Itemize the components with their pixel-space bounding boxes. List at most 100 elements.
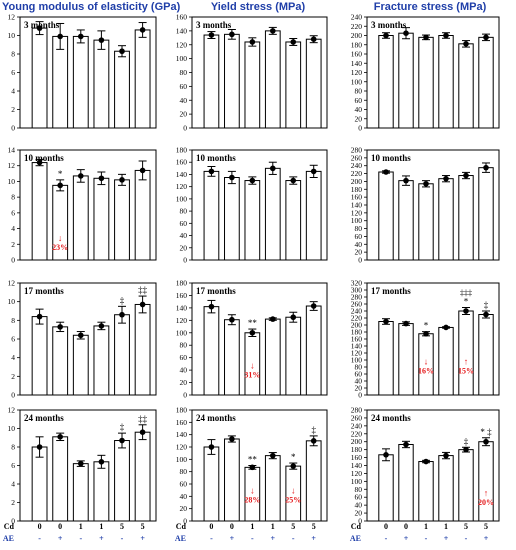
y-tick-label-r1c2: 20 (355, 248, 363, 257)
y-tick-label-r3c2: 160 (351, 453, 363, 462)
mean-point-r3c2-3 (443, 452, 449, 459)
bar-r1c1-1 (224, 177, 240, 261)
bar-r1c2-3 (438, 178, 454, 261)
bar-r3c1-0 (203, 446, 220, 522)
y-tick-label-r1c2: 280 (351, 146, 363, 155)
bar-r0c0-0 (31, 27, 48, 129)
significance-marker-r3c2-5: * ‡ (480, 427, 492, 437)
y-tick-label-r3c0: 2 (11, 498, 15, 507)
y-tick-label-r0c2: 100 (351, 77, 363, 86)
y-tick-label-r1c2: 120 (351, 208, 363, 217)
y-tick-label-r3c2: 260 (351, 413, 363, 422)
significance-marker-r2c2-5: ‡ (484, 300, 489, 310)
y-tick-label-r2c1: 60 (180, 353, 188, 362)
bar-r3c2-3 (438, 455, 454, 522)
bar-r2c0-4 (114, 314, 130, 396)
y-tick-label-r0c2: 80 (355, 87, 363, 96)
y-tick-label-r2c2: 300 (351, 286, 363, 295)
y-tick-label-r1c1: 180 (176, 146, 188, 155)
cd-tick-label-1-4: 5 (291, 522, 295, 531)
bar-r3c2-4 (458, 449, 474, 522)
mean-point-r0c0-1 (57, 33, 63, 40)
mean-point-r2c0-2 (77, 332, 84, 339)
y-tick-label-r3c2: 0 (358, 517, 362, 526)
mean-point-r2c0-0 (36, 313, 43, 320)
y-tick-label-r2c2: 280 (351, 293, 363, 302)
cd-tick-label-1-5: 5 (312, 522, 316, 531)
cd-axis-label-0: Cd (4, 522, 15, 531)
bar-r3c0-0 (31, 446, 48, 522)
change-arrow-r2c1-2: ↓ (250, 361, 255, 371)
ae-tick-label-1-0: - (210, 534, 213, 543)
mean-point-r1c2-2 (423, 180, 429, 187)
cd-tick-label-0-4: 5 (120, 522, 124, 531)
bar-r0c2-2 (418, 36, 434, 129)
bar-r0c0-1 (52, 35, 69, 129)
cd-tick-label-2-2: 1 (424, 522, 428, 531)
y-tick-label-r2c2: 0 (358, 391, 362, 400)
y-tick-label-r1c0: 0 (11, 256, 15, 265)
y-tick-label-r2c2: 160 (351, 335, 363, 344)
ae-tick-label-1-2: - (251, 534, 254, 543)
y-tick-label-r3c1: 60 (180, 480, 188, 489)
y-tick-label-r0c2: 120 (351, 68, 363, 77)
bar-r2c1-0 (203, 306, 220, 396)
mean-point-r3c0-5 (139, 429, 146, 436)
y-tick-label-r2c2: 260 (351, 300, 363, 309)
bar-r3c0-2 (72, 463, 89, 522)
bar-r1c1-4 (285, 180, 302, 261)
mean-point-r2c2-2 (423, 330, 429, 337)
y-tick-label-r3c2: 180 (351, 445, 363, 454)
mean-point-r1c0-5 (139, 167, 146, 174)
bar-r2c2-1 (398, 323, 414, 396)
mean-point-r3c2-2 (423, 458, 429, 465)
bar-r1c1-0 (203, 170, 220, 261)
bar-r0c0-5 (134, 29, 151, 129)
mean-point-r2c2-5 (483, 311, 489, 318)
mean-point-r0c0-3 (98, 37, 105, 43)
mean-point-r3c1-5 (310, 438, 317, 444)
y-tick-label-r2c0: 10 (8, 297, 16, 306)
ae-tick-label-1-1: + (230, 534, 235, 543)
cd-tick-label-0-1: 0 (58, 522, 62, 531)
ae-tick-label-2-5: + (484, 534, 489, 543)
bar-r1c1-3 (264, 167, 281, 261)
bar-r3c2-1 (398, 443, 414, 522)
bar-r1c2-2 (418, 183, 434, 261)
mean-point-r3c2-5 (483, 438, 489, 445)
y-tick-label-r1c0: 14 (8, 146, 16, 155)
y-tick-label-r1c2: 260 (351, 153, 363, 162)
bar-r1c2-5 (478, 167, 494, 261)
bar-r0c1-3 (264, 30, 281, 129)
panel-title-r0c0: 3 months (24, 20, 60, 30)
y-tick-label-r1c1: 120 (176, 182, 188, 191)
y-tick-label-r3c0: 6 (11, 461, 15, 470)
mean-point-r1c0-3 (98, 175, 105, 182)
change-arrow-r2c2-4: ↑ (464, 356, 469, 366)
mean-point-r3c1-0 (208, 444, 215, 450)
y-tick-label-r2c1: 20 (180, 378, 188, 387)
ae-tick-label-2-0: - (385, 534, 388, 543)
column-title-young-modulus: Young modulus of elasticity (GPa) (2, 1, 181, 13)
bar-r0c2-0 (378, 35, 394, 129)
y-tick-label-r0c1: 80 (180, 68, 188, 77)
significance-marker-r3c1-2: ** (248, 455, 258, 465)
mean-point-r0c1-1 (229, 31, 235, 38)
y-tick-label-r3c2: 240 (351, 421, 363, 430)
significance-marker-r1c0-1: * (58, 169, 63, 179)
mean-point-r0c2-3 (443, 32, 449, 39)
y-tick-label-r0c0: 4 (11, 87, 15, 96)
y-tick-label-r1c0: 12 (8, 161, 16, 170)
y-tick-label-r2c2: 80 (355, 363, 363, 372)
y-tick-label-r0c2: 0 (358, 124, 362, 133)
mean-point-r2c1-1 (229, 316, 235, 323)
bar-r3c2-2 (418, 461, 434, 522)
bar-r1c0-3 (93, 177, 110, 261)
bar-r1c2-1 (398, 180, 414, 261)
y-tick-label-r0c1: 60 (180, 82, 188, 91)
bar-r1c1-5 (305, 170, 322, 261)
y-tick-label-r0c1: 0 (183, 124, 187, 133)
y-tick-label-r3c2: 40 (355, 501, 363, 510)
mean-point-r0c1-5 (310, 36, 317, 42)
cd-tick-label-2-0: 0 (384, 522, 388, 531)
